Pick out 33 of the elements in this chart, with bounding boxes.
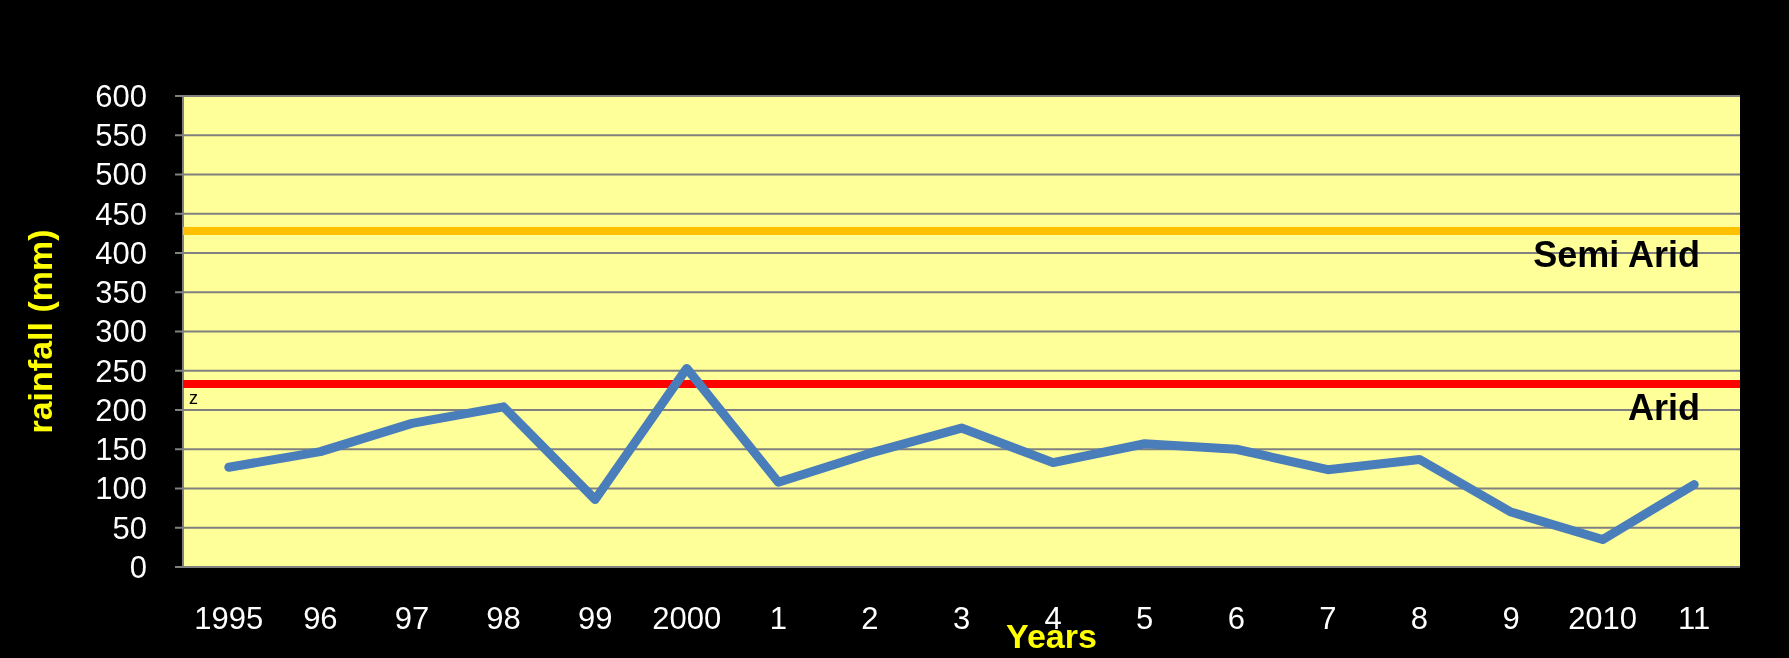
y-tick-label: 550	[95, 118, 147, 154]
x-tick-label: 5	[1136, 601, 1154, 636]
x-tick-label: 1995	[194, 601, 264, 636]
x-tick-label: 1	[769, 601, 787, 636]
y-tick-label: 50	[112, 510, 147, 546]
y-tick-label: 250	[95, 353, 147, 389]
x-tick-label: 6	[1227, 601, 1245, 636]
x-tick-label: 97	[394, 601, 430, 636]
y-tick-label: 100	[95, 471, 147, 507]
y-tick-label: 0	[129, 549, 147, 585]
annotation: z	[189, 388, 198, 409]
ref-line-label: Arid	[1628, 387, 1700, 429]
x-tick-label: 11	[1678, 601, 1711, 636]
y-tick-label: 500	[95, 157, 147, 193]
y-tick-label: 450	[95, 196, 147, 232]
y-tick-label: 300	[95, 314, 147, 350]
y-tick-label: 150	[95, 432, 147, 468]
x-tick-label: 96	[303, 601, 338, 636]
y-tick-label: 400	[95, 235, 147, 271]
y-tick-label: 600	[95, 78, 147, 114]
y-tick-label: 350	[95, 275, 147, 311]
x-tick-label: 99	[577, 601, 613, 636]
x-tick-label: 3	[952, 601, 971, 636]
x-tick-label: 9	[1502, 601, 1520, 636]
x-tick-label: 2000	[652, 601, 722, 636]
y-tick-label: 200	[95, 392, 147, 428]
x-tick-label: 98	[486, 601, 521, 636]
x-tick-label: 7	[1319, 601, 1337, 636]
x-tick-label: 2010	[1568, 601, 1638, 636]
ref-line-label: Semi Arid	[1533, 234, 1700, 276]
x-tick-label: 2	[861, 601, 879, 636]
y-axis-title: rainfall (mm)	[21, 229, 59, 434]
x-tick-label: 8	[1410, 601, 1429, 636]
